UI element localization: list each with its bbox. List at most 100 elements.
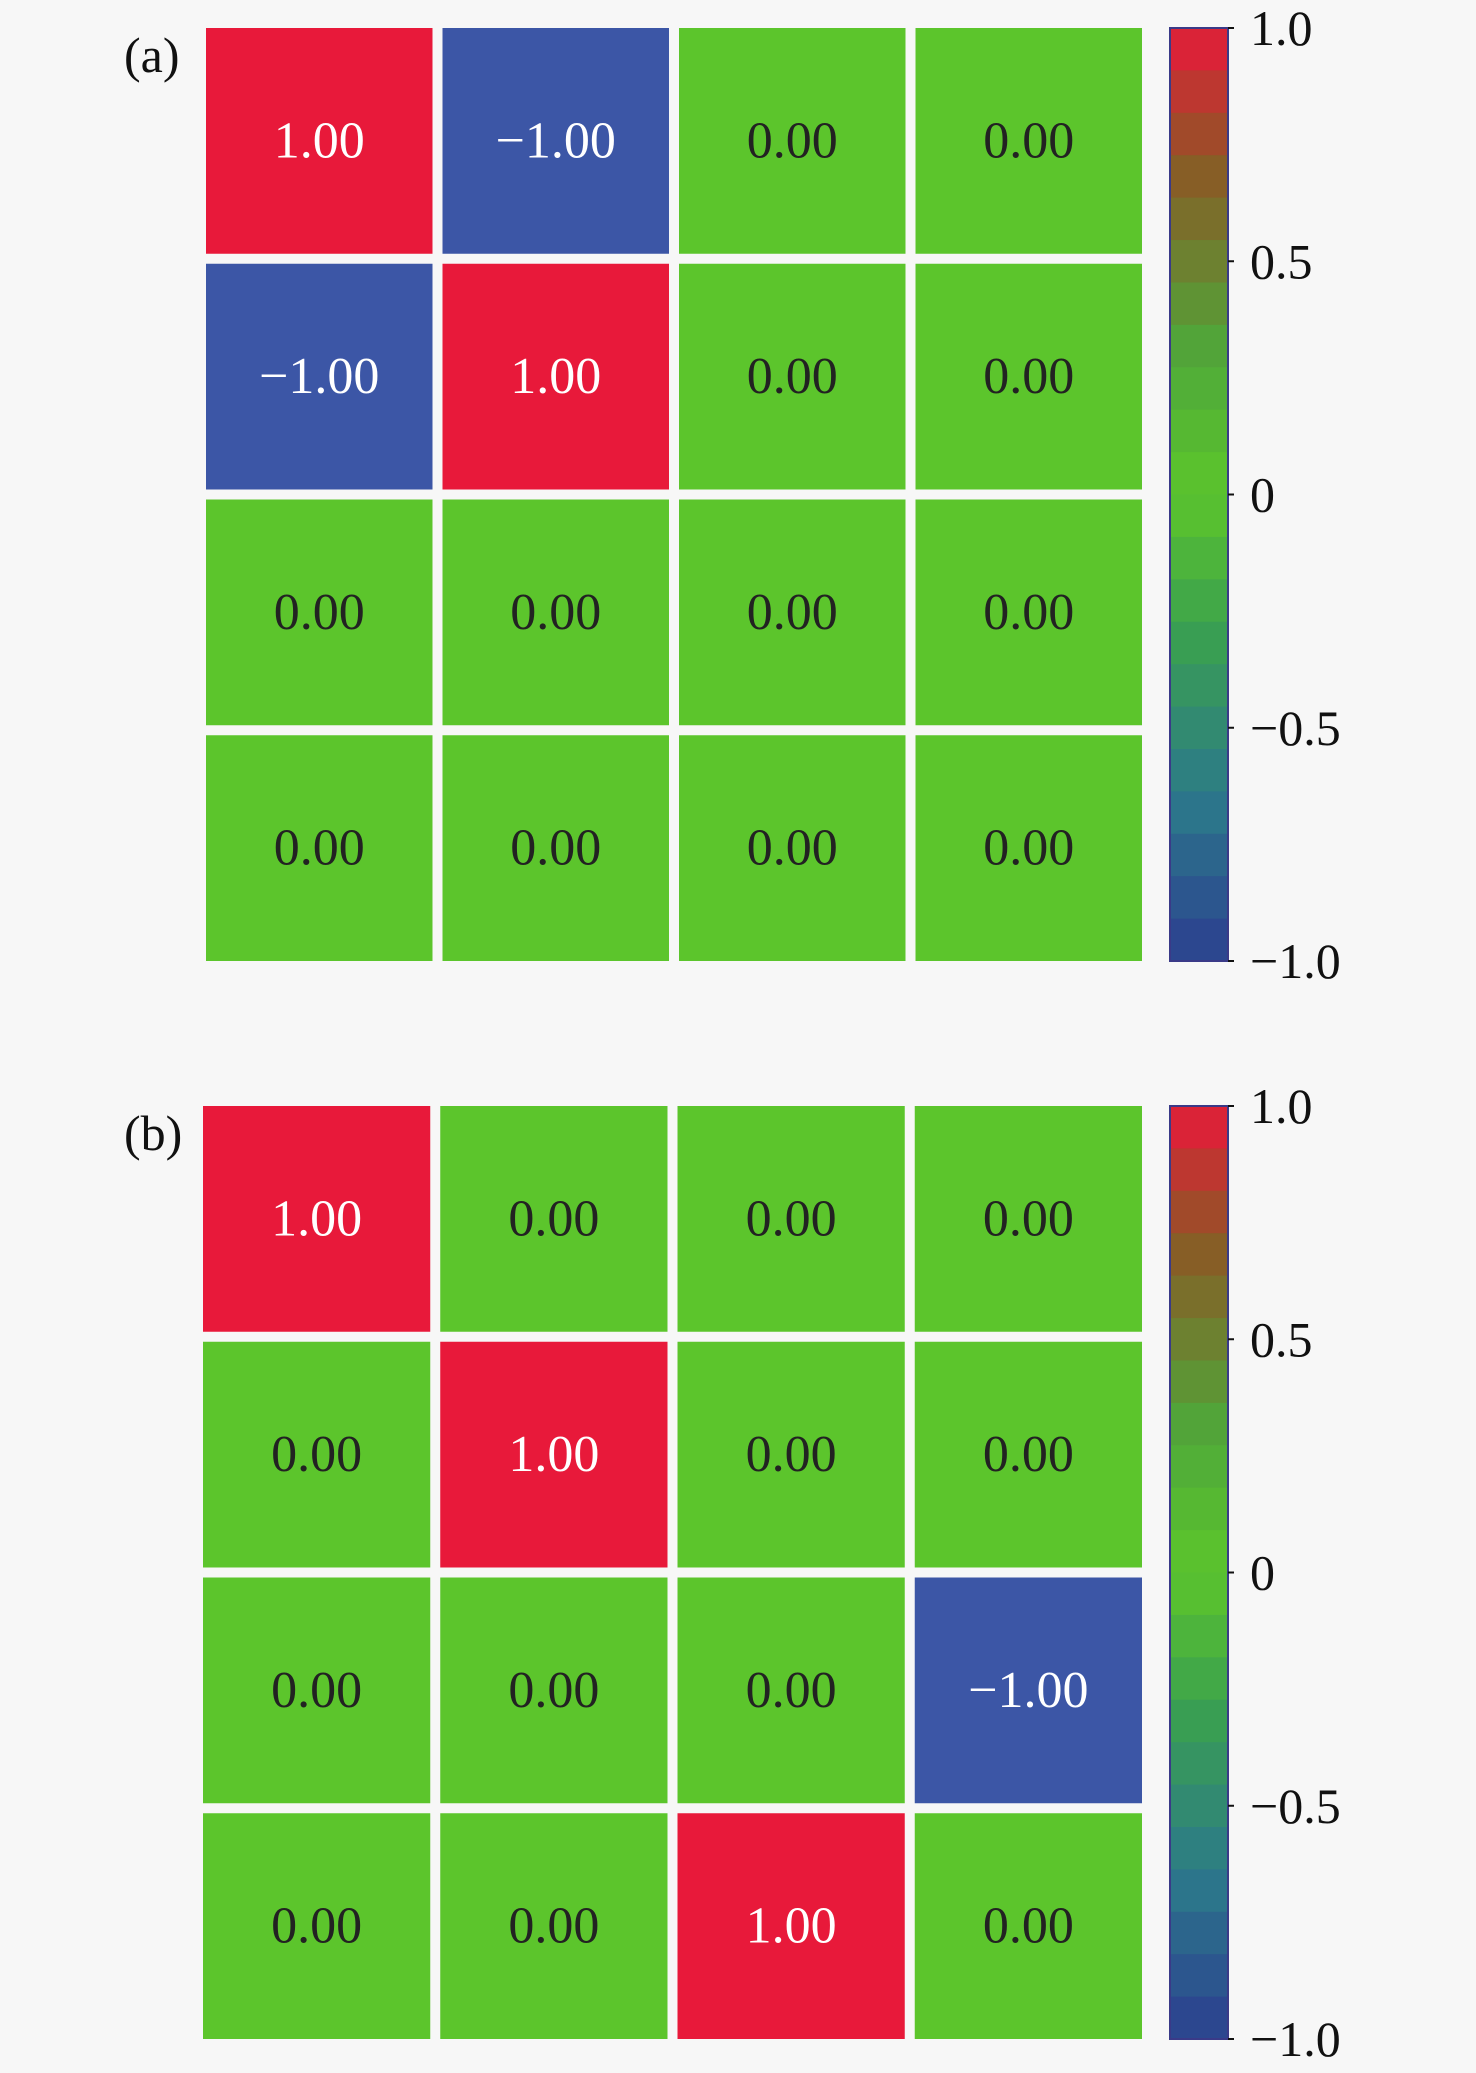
- colorbar-segment: [1170, 1954, 1228, 1998]
- cell-value-label: 1.00: [510, 348, 601, 405]
- colorbar-segment: [1170, 452, 1228, 496]
- heatmap-cell: [679, 263, 906, 490]
- colorbar-segment: [1170, 1360, 1228, 1404]
- colorbar-tick-label: 1.0: [1250, 1078, 1313, 1134]
- colorbar-segment: [1170, 28, 1228, 72]
- cell-value-label: 0.00: [274, 584, 365, 641]
- colorbar-segment: [1170, 70, 1228, 114]
- colorbar-segment: [1170, 1190, 1228, 1234]
- panel-label: (a): [124, 27, 180, 83]
- colorbar-tick-label: −1.0: [1250, 933, 1341, 989]
- colorbar-segment: [1170, 240, 1228, 284]
- colorbar-segment: [1170, 1275, 1228, 1319]
- colorbar-tick-label: −0.5: [1250, 700, 1341, 756]
- panel-label: (b): [124, 1105, 182, 1161]
- colorbar-segment: [1170, 1996, 1228, 2040]
- colorbar-segment: [1170, 1530, 1228, 1574]
- cell-value-label: 0.00: [983, 820, 1074, 877]
- heatmap-panel-b: (b) 1.00 0.00 0.00 0.00 0.00 1.00 0.00 0.00 0.00 0…: [124, 1078, 1341, 2067]
- heatmap-cell: [442, 499, 669, 726]
- heatmap-cell: [440, 1341, 668, 1568]
- cell-value-label: 0.00: [746, 1662, 837, 1719]
- cell-value-label: 0.00: [983, 1426, 1074, 1483]
- colorbar-segment: [1170, 833, 1228, 877]
- cell-value-label: 0.00: [271, 1662, 362, 1719]
- cell-value-label: 0.00: [983, 1190, 1074, 1247]
- colorbar-tick-label: 1.0: [1250, 0, 1313, 56]
- colorbar-segment: [1170, 282, 1228, 326]
- cell-value-label: 0.00: [983, 584, 1074, 641]
- heatmap-cell: [206, 499, 433, 726]
- heatmap-cell: [914, 1813, 1142, 2039]
- colorbar-segment: [1170, 1402, 1228, 1446]
- cell-value-label: −1.00: [259, 348, 379, 405]
- colorbar-segment: [1170, 621, 1228, 665]
- heatmap-cell: [440, 1813, 668, 2039]
- cell-value-label: 0.00: [746, 1190, 837, 1247]
- heatmap-cell: [203, 1577, 431, 1804]
- cell-value-label: 0.00: [508, 1898, 599, 1955]
- cell-value-label: 0.00: [747, 584, 838, 641]
- colorbar-segment: [1170, 918, 1228, 962]
- colorbar-segment: [1170, 1869, 1228, 1913]
- colorbar-segment: [1170, 1487, 1228, 1531]
- colorbar-segment: [1170, 876, 1228, 920]
- colorbar-segment: [1170, 748, 1228, 792]
- cell-value-label: 1.00: [271, 1190, 362, 1247]
- cell-value-label: 0.00: [747, 112, 838, 169]
- cell-value-label: 0.00: [983, 1898, 1074, 1955]
- heatmap-cell: [203, 1106, 431, 1332]
- colorbar-tick-label: 0.5: [1250, 1311, 1313, 1367]
- heatmap-cell: [440, 1106, 668, 1332]
- heatmap-cell: [915, 263, 1142, 490]
- cell-value-label: 0.00: [271, 1898, 362, 1955]
- colorbar-segment: [1170, 155, 1228, 199]
- cell-value-label: 0.00: [983, 348, 1074, 405]
- heatmap-cell: [915, 735, 1142, 961]
- heatmap-cell: [679, 28, 906, 254]
- colorbar-segment: [1170, 706, 1228, 750]
- heatmap-cell: [203, 1341, 431, 1568]
- colorbar-segment: [1170, 112, 1228, 156]
- heatmap-cell: [442, 28, 669, 254]
- cell-value-label: 0.00: [747, 820, 838, 877]
- heatmap-cell: [442, 263, 669, 490]
- colorbar-segment: [1170, 197, 1228, 241]
- colorbar-segment: [1170, 324, 1228, 368]
- heatmap-cell: [677, 1577, 905, 1804]
- heatmap-cell: [206, 263, 433, 490]
- colorbar-segment: [1170, 1445, 1228, 1489]
- heatmap-cell: [677, 1813, 905, 2039]
- colorbar-segment: [1170, 1911, 1228, 1955]
- colorbar-segment: [1170, 1742, 1228, 1786]
- colorbar-segment: [1170, 367, 1228, 411]
- colorbar-segment: [1170, 791, 1228, 835]
- colorbar-segment: [1170, 1106, 1228, 1150]
- heatmap-cell: [679, 499, 906, 726]
- heatmap-cell: [203, 1813, 431, 2039]
- heatmap-cell: [206, 735, 433, 961]
- colorbar-segment: [1170, 1826, 1228, 1870]
- colorbar-segment: [1170, 1572, 1228, 1616]
- heatmap-cell: [440, 1577, 668, 1804]
- heatmap-cell: [914, 1577, 1142, 1804]
- cell-value-label: 0.00: [510, 820, 601, 877]
- cell-value-label: 0.00: [983, 112, 1074, 169]
- cell-value-label: 1.00: [508, 1426, 599, 1483]
- colorbar-segment: [1170, 494, 1228, 538]
- colorbar-segment: [1170, 1657, 1228, 1701]
- cell-value-label: −1.00: [968, 1662, 1088, 1719]
- heatmap-cell: [915, 28, 1142, 254]
- cell-value-label: 0.00: [747, 348, 838, 405]
- heatmap-cell: [677, 1106, 905, 1332]
- heatmap-cell: [914, 1106, 1142, 1332]
- cell-value-label: 0.00: [274, 820, 365, 877]
- colorbar-segment: [1170, 1699, 1228, 1743]
- colorbar-segment: [1170, 1784, 1228, 1828]
- cell-value-label: 0.00: [510, 584, 601, 641]
- cell-value-label: −1.00: [496, 112, 616, 169]
- heatmap-panel-a: (a)1.00 −1.00 0.00 0.00−1.00 1.00 0.00 0.000.0…: [124, 0, 1341, 989]
- heatmap-cell: [677, 1341, 905, 1568]
